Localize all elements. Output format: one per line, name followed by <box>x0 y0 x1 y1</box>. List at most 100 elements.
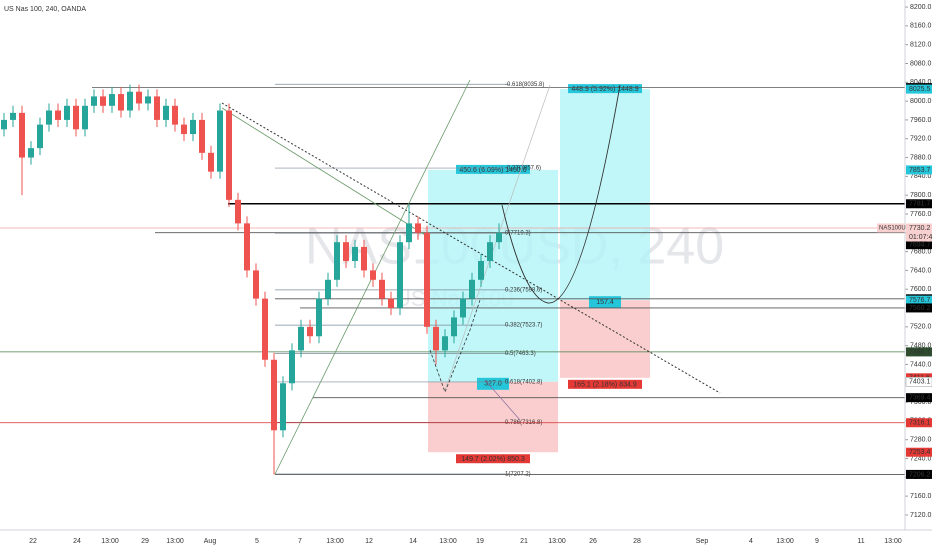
price-label: 7694.7 <box>909 242 931 249</box>
candle-body <box>370 270 376 280</box>
fib-label: -0.618(8035.8) <box>505 82 544 88</box>
candle-body <box>37 124 43 149</box>
y-tick-label: 7480.0 <box>910 342 932 349</box>
x-tick-label: 22 <box>29 538 37 545</box>
x-tick-label: 14 <box>409 538 417 545</box>
candle-body <box>46 110 52 125</box>
projection-zigzag <box>429 299 481 394</box>
fib-label: -0.27(7857.6) <box>505 166 541 172</box>
candle-body <box>262 298 268 360</box>
candle-body <box>469 279 475 299</box>
price-label-bg <box>906 240 932 250</box>
fib-label: 0.382(7523.7) <box>505 323 542 329</box>
last-price-symbol: NAS100USD <box>879 226 915 232</box>
countdown: 01:07:43 <box>909 234 932 241</box>
last-price: 7730.2 <box>909 225 931 232</box>
candle-body <box>19 112 25 158</box>
candle-body <box>496 232 502 243</box>
price-label: 7253.4 <box>909 449 931 456</box>
y-tick-label: 7920.0 <box>910 136 932 143</box>
candle-body <box>100 96 106 106</box>
candle-body <box>217 110 223 172</box>
candle-body <box>91 96 97 106</box>
chart-title: US Nas 100, 240, OANDA <box>4 6 86 13</box>
candle-body <box>442 336 448 351</box>
trend-line <box>484 379 521 421</box>
x-tick-label: 13:00 <box>548 538 566 545</box>
price-label-bg <box>906 295 932 305</box>
price-label-bg <box>906 199 932 209</box>
candle-body <box>154 96 160 120</box>
x-tick-label: 13:00 <box>439 538 457 545</box>
candle-body <box>82 105 88 130</box>
price-label-bg <box>906 469 932 479</box>
price-label: 7781.7 <box>909 201 931 208</box>
price-label: 7206.2 <box>909 471 931 478</box>
target-label-bg <box>456 164 530 174</box>
y-tick-label: 7600.0 <box>910 286 932 293</box>
candle-body <box>190 119 196 135</box>
price-label: 7853.7 <box>909 167 931 174</box>
entry-label: 327.0 <box>484 381 502 388</box>
drawings: 450.6 (6.09%) 1450.6 149.7 (2.02%) 850.3 3… <box>0 6 908 516</box>
candle-body <box>487 242 493 262</box>
x-tick-label: 13:00 <box>101 538 119 545</box>
stop-label: 149.7 (2.02%) 850.3 <box>461 456 525 463</box>
candle-body <box>28 148 34 158</box>
candle-body <box>244 223 250 271</box>
candle-body <box>388 298 394 309</box>
y-tick-label: 7360.0 <box>910 399 932 406</box>
y-tick-label: 7280.0 <box>910 437 932 444</box>
candle-body <box>460 298 466 318</box>
price-label-bg <box>906 165 932 175</box>
x-tick-label: 13:00 <box>776 538 794 545</box>
y-tick-label: 7760.0 <box>910 211 932 218</box>
candle-body <box>1 119 7 130</box>
y-tick-label: 8120.0 <box>910 42 932 49</box>
target-label-bg <box>568 84 642 94</box>
y-tick-label: 8200.0 <box>910 4 932 11</box>
x-tick-label: 28 <box>633 538 641 545</box>
last-price-symbol-bg <box>877 223 905 233</box>
x-tick-label: 11 <box>857 538 864 545</box>
price-label-bg <box>906 347 932 357</box>
candle-body <box>406 223 412 243</box>
candle-body <box>136 91 142 104</box>
x-tick-label: 5 <box>255 538 259 545</box>
fib-label: 0.236(7598.6) <box>505 287 542 293</box>
candle-body <box>352 246 358 262</box>
candle-body <box>433 326 439 351</box>
y-tick-label: 8160.0 <box>910 23 932 30</box>
price-label-bg <box>906 303 932 313</box>
x-tick-label: 24 <box>73 538 81 545</box>
x-tick-label: Aug <box>204 538 217 545</box>
price-label: 7369.4 <box>909 395 931 402</box>
stop-label: 165.1 (2.18%) 834.9 <box>573 382 637 389</box>
y-tick-label: 7880.0 <box>910 154 932 161</box>
stop-label-bg <box>568 379 642 389</box>
price-label-bg <box>906 84 932 94</box>
entry-label-bg <box>477 377 509 390</box>
candle-body <box>415 223 421 233</box>
candle-body <box>280 383 286 431</box>
price-label: 8025.5 <box>909 86 931 93</box>
candle-body <box>208 152 214 172</box>
price-label: 7466.7 <box>909 349 931 356</box>
candle-body <box>325 279 331 299</box>
candle-body <box>424 232 430 327</box>
x-tick-label: 26 <box>589 538 597 545</box>
candle-body <box>199 119 205 153</box>
price-label-bg <box>906 393 932 403</box>
candle-body <box>253 270 259 299</box>
x-tick-label: 21 <box>520 538 528 545</box>
candle-body <box>478 261 484 280</box>
y-tick-label: 7680.0 <box>910 248 932 255</box>
profit-zone <box>428 169 558 382</box>
price-label: 7576.7 <box>909 297 931 304</box>
candle-body <box>379 279 385 299</box>
x-tick-label: Sep <box>696 538 709 545</box>
y-tick-label: 7960.0 <box>910 117 932 124</box>
loss-zone <box>560 300 650 378</box>
x-tick-label: 29 <box>141 538 149 545</box>
trend-line <box>221 107 431 239</box>
